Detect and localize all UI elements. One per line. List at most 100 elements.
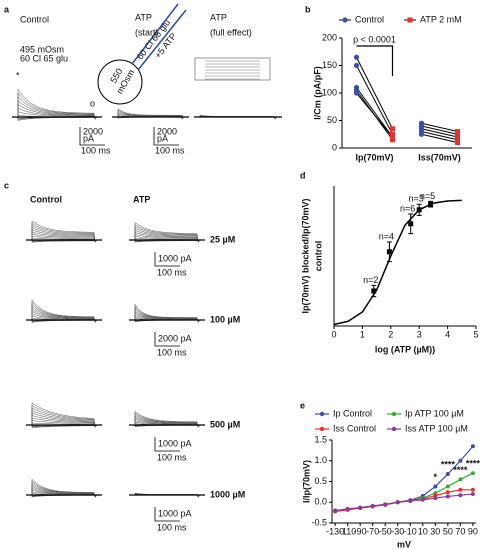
- annotation: p < 0.0001: [353, 34, 396, 44]
- axis: [331, 440, 476, 524]
- condition-title: (full effect): [210, 27, 252, 37]
- scale-label: 2000: [83, 126, 103, 136]
- x-tick-label: 2: [388, 329, 393, 339]
- column-title: ATP: [133, 194, 150, 204]
- point: [353, 90, 360, 96]
- significance-bracket: [356, 45, 394, 76]
- point: [390, 131, 395, 137]
- scale-bar: [154, 332, 180, 347]
- trace: [129, 221, 205, 244]
- x-tick-label: Ip(70mV): [355, 152, 393, 162]
- y-tick-label: 100: [322, 87, 337, 97]
- y-axis-label: control: [313, 241, 323, 272]
- x-tick-label: -130: [326, 526, 344, 536]
- concentration-label: 100 µM: [210, 314, 240, 324]
- pair-line: [421, 131, 458, 141]
- point: [455, 129, 460, 134]
- point: [428, 201, 434, 207]
- point: [433, 496, 438, 501]
- legend-marker: [342, 17, 348, 23]
- trace: [26, 229, 102, 242]
- trace: [129, 415, 205, 428]
- column-title: Control: [30, 194, 62, 204]
- scale-label: 100 ms: [157, 267, 187, 277]
- n-label: n=3: [409, 194, 424, 204]
- x-tick-label: 10: [418, 526, 428, 536]
- panel-letter: d: [300, 170, 306, 180]
- point: [470, 491, 475, 496]
- trace: [26, 484, 102, 498]
- y-axis-label: Ip(70mV) blocked/Ip(70mV): [300, 198, 310, 313]
- point: [386, 249, 392, 255]
- trace: [129, 309, 205, 323]
- point: [433, 484, 438, 489]
- point: [458, 477, 463, 482]
- y-tick-label: 0.0: [314, 497, 327, 507]
- solution-label: 60 Cl 65 glu: [20, 53, 68, 63]
- trace: [129, 492, 205, 499]
- point: [455, 140, 460, 145]
- point: [353, 62, 360, 69]
- trace: [26, 313, 102, 322]
- scale-bar: [79, 127, 105, 146]
- trace: [112, 111, 189, 120]
- point: [445, 484, 450, 489]
- trace: [112, 108, 189, 121]
- trace: [26, 227, 102, 243]
- trace: [26, 486, 102, 497]
- trace: [26, 310, 102, 322]
- y-tick-label: 0: [332, 142, 337, 152]
- trace: [12, 92, 102, 120]
- x-tick-label: 70: [455, 526, 465, 536]
- point: [418, 131, 425, 137]
- legend-label: Control: [355, 14, 384, 24]
- trace: [129, 420, 205, 427]
- trace: [26, 422, 102, 426]
- trace: [26, 223, 102, 243]
- legend-marker: [391, 426, 397, 432]
- axis: [341, 38, 472, 149]
- trace: [26, 233, 102, 242]
- panel-letter: e: [300, 400, 305, 410]
- scale-label: 100 ms: [157, 347, 187, 357]
- n-label: n=2: [363, 275, 378, 285]
- point: [458, 487, 463, 492]
- trace: [26, 301, 102, 323]
- trace: [26, 225, 102, 243]
- x-tick-label: -110: [339, 526, 356, 536]
- point: [333, 508, 338, 513]
- trace: [26, 308, 102, 322]
- point: [371, 288, 377, 294]
- trace: [26, 405, 102, 428]
- trace: [129, 421, 205, 426]
- trace: [26, 489, 102, 497]
- y-axis-label: I/Cm (pA/pF): [312, 66, 322, 120]
- point: [390, 126, 395, 132]
- point: [390, 134, 395, 140]
- legend-marker: [319, 411, 325, 417]
- fit-curve: [333, 199, 462, 326]
- scale-label: 2000 pA: [158, 333, 192, 343]
- marker: *: [16, 70, 20, 80]
- trace: [26, 412, 102, 427]
- trace: [129, 412, 205, 428]
- x-axis-label: log (ATP (µM)): [375, 344, 435, 354]
- scale-label: 100 ms: [157, 522, 187, 532]
- point: [445, 472, 450, 477]
- trace: [12, 111, 102, 118]
- y-tick-label: 150: [322, 60, 337, 70]
- trace: [129, 234, 205, 242]
- trace: [129, 418, 205, 427]
- trace: [129, 413, 205, 428]
- n-label: n=6: [400, 203, 415, 213]
- trace: [26, 315, 102, 321]
- point: [470, 444, 475, 449]
- point: [470, 471, 475, 476]
- condition-title: ATP: [210, 12, 227, 22]
- condition-title: Control: [20, 14, 49, 24]
- trace: [26, 220, 102, 244]
- y-tick-label: 1.5: [314, 434, 327, 444]
- pair-line: [356, 57, 393, 129]
- point: [390, 137, 395, 143]
